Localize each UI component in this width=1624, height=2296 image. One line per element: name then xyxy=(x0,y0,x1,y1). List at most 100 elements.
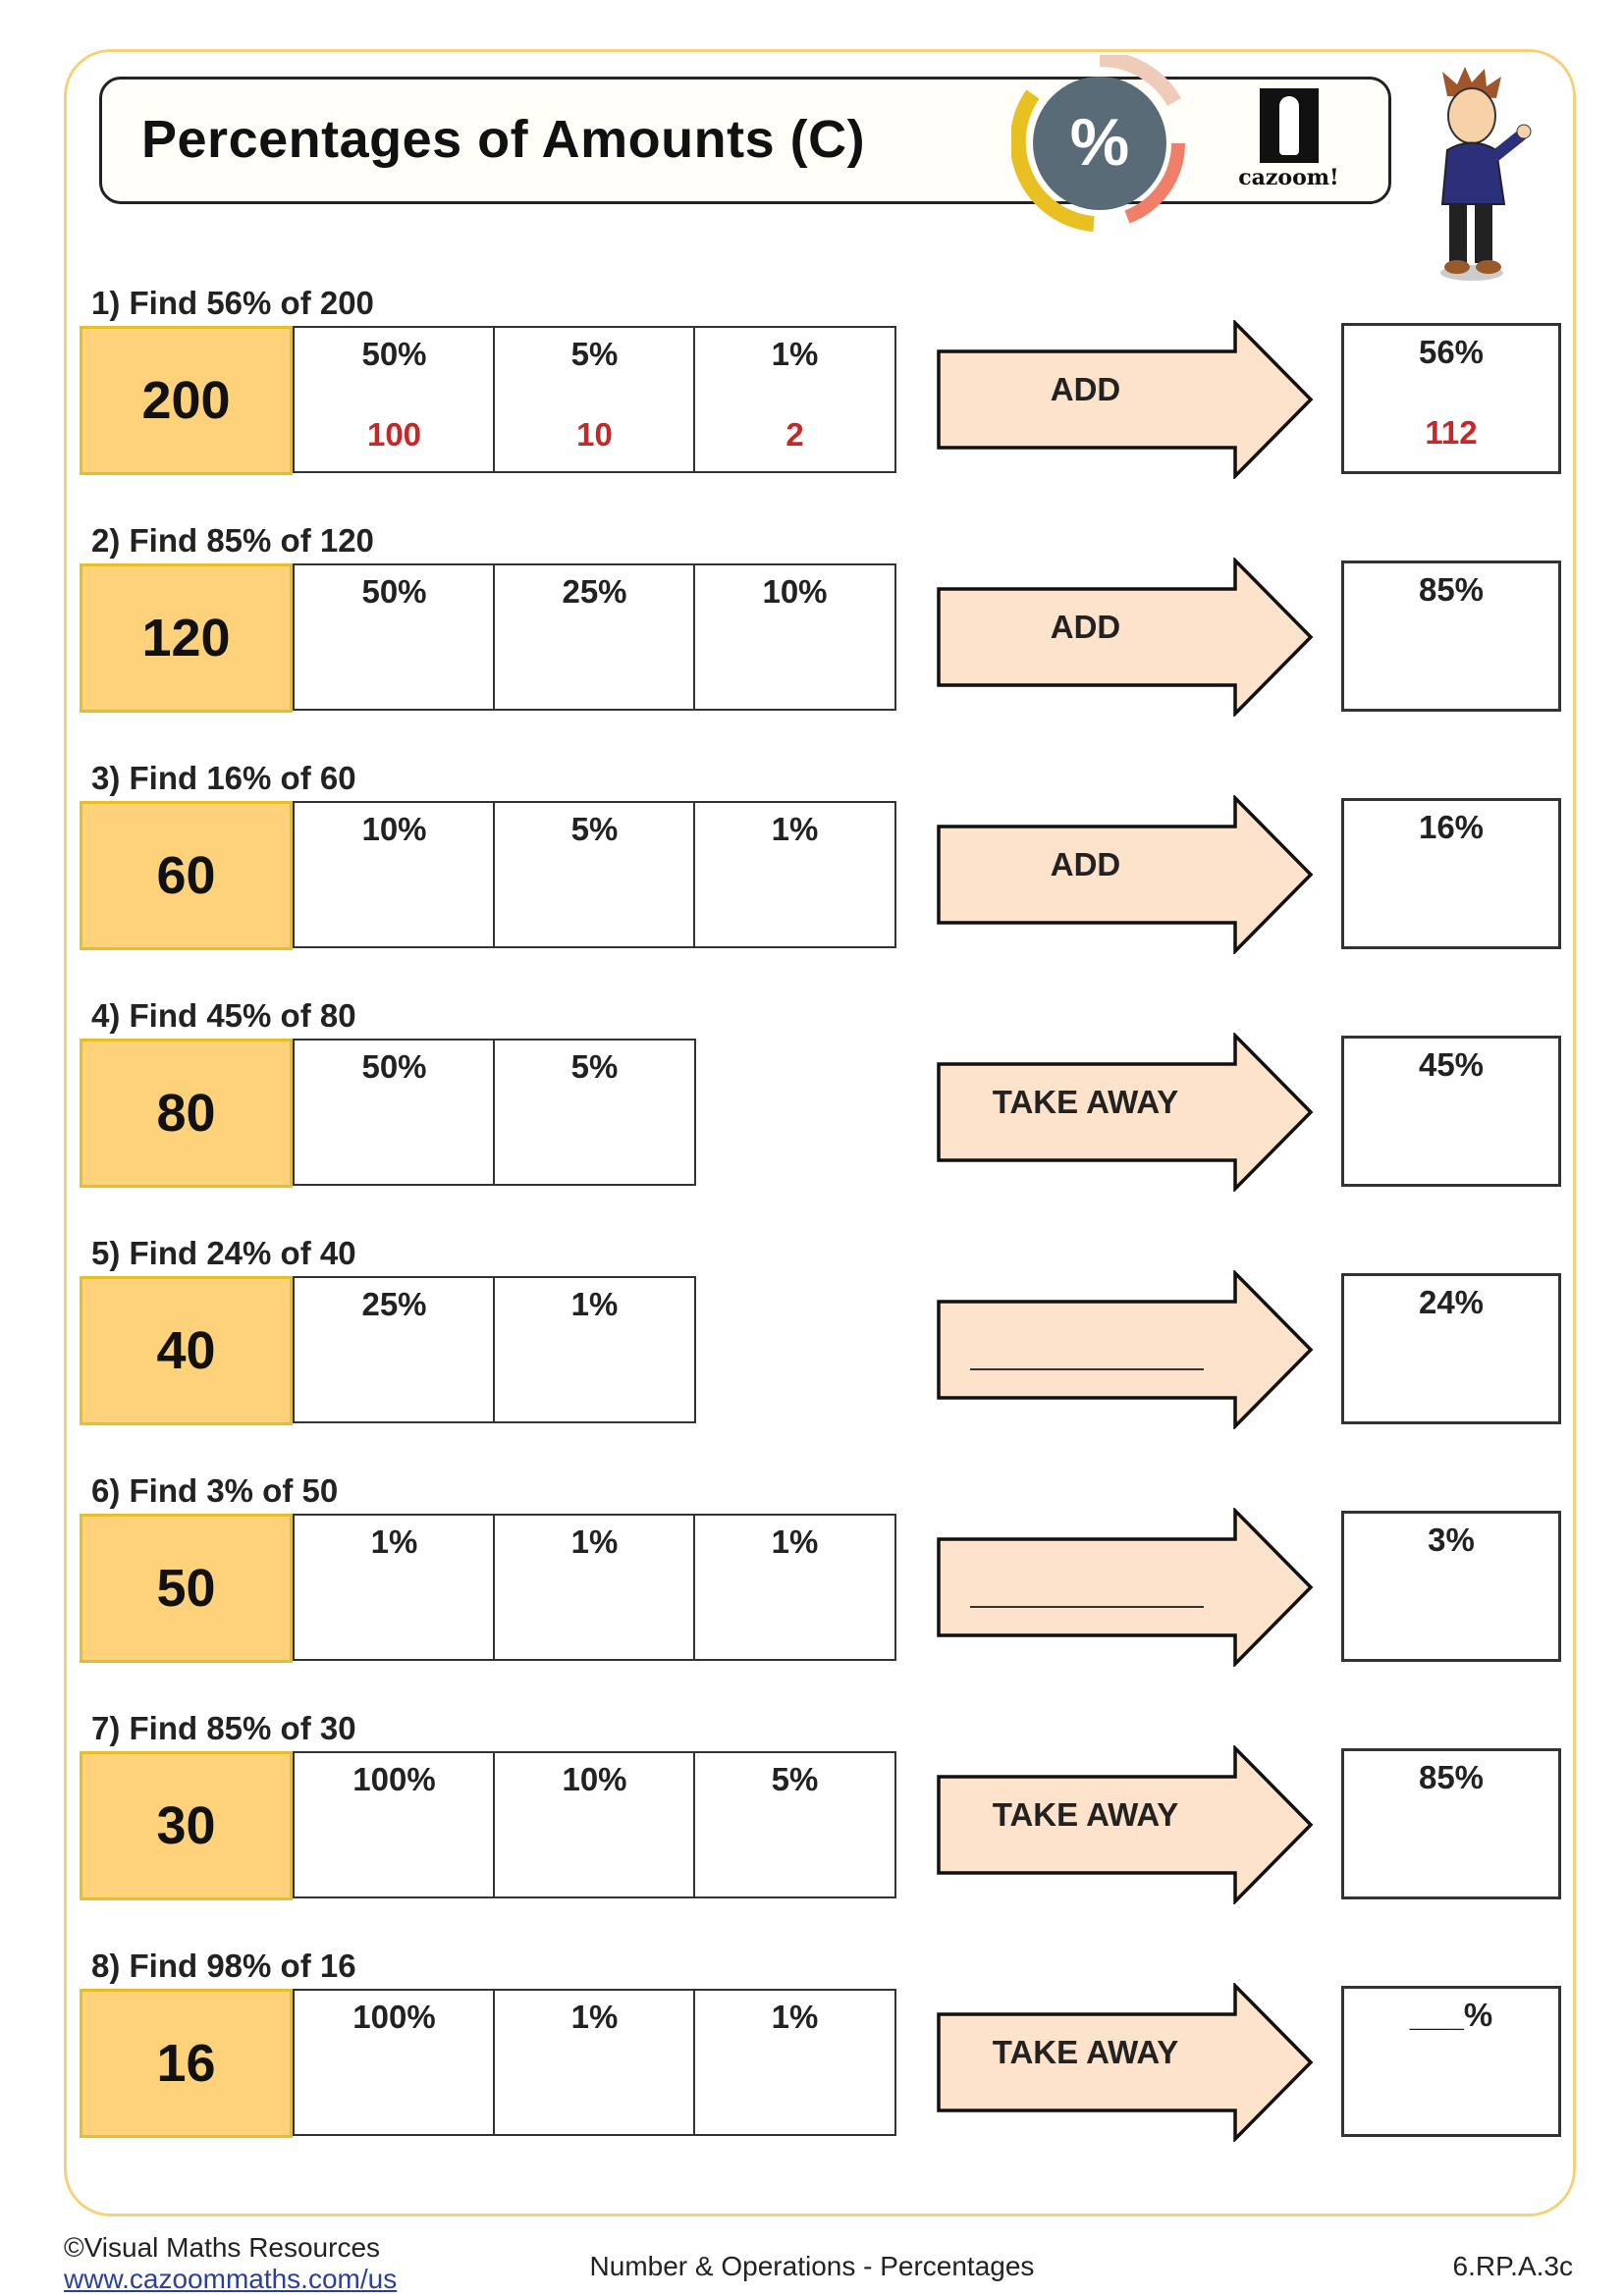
badge-symbol: % xyxy=(1070,105,1129,180)
answer-box[interactable]: 85% xyxy=(1341,1748,1561,1899)
percentage-cell[interactable]: 5% xyxy=(693,1751,896,1898)
amount-box: 200 xyxy=(80,326,293,475)
percentage-cell[interactable]: 1% 2 xyxy=(693,326,896,473)
answer-box[interactable]: 85% xyxy=(1341,561,1561,712)
question-label: 7) Find 85% of 30 xyxy=(91,1710,356,1746)
question-row: 2) Find 85% of 120 120 50% 25% 10% ADD 85% xyxy=(0,522,1624,721)
cell-percentage: 50% xyxy=(361,1048,427,1085)
answer-box[interactable]: ___% xyxy=(1341,1986,1561,2137)
percentage-cell[interactable]: 1% xyxy=(693,801,896,948)
arrow-right-icon xyxy=(937,795,1314,954)
percent-badge-icon: % xyxy=(1011,55,1186,232)
question-label: 1) Find 56% of 200 xyxy=(91,285,374,321)
page-title: Percentages of Amounts (C) xyxy=(141,110,866,169)
percentage-cell[interactable]: 100% xyxy=(293,1751,496,1898)
cell-percentage: 50% xyxy=(361,573,427,610)
answer-percentage: 16% xyxy=(1418,809,1485,845)
website-link[interactable]: www.cazoommaths.com/us xyxy=(64,2264,398,2294)
percentage-cell[interactable]: 1% xyxy=(493,1514,696,1661)
cell-percentage: 1% xyxy=(771,336,819,372)
percentage-cell[interactable]: 100% xyxy=(293,1989,496,2136)
percentage-cell[interactable]: 10% xyxy=(693,563,896,711)
percentage-cell[interactable]: 1% xyxy=(293,1514,496,1661)
cell-percentage: 100% xyxy=(352,1999,436,2035)
operation-arrow: ADD xyxy=(936,558,1315,717)
cartoon-boy-icon xyxy=(1440,67,1532,281)
answer-value: 112 xyxy=(1425,414,1478,451)
percentage-cell[interactable]: 5% 10 xyxy=(493,326,696,473)
operation-blank-line[interactable] xyxy=(970,1368,1204,1370)
operation-arrow: TAKE AWAY xyxy=(936,1983,1315,2142)
arrow-right-icon xyxy=(937,1745,1314,1904)
cell-percentage: 5% xyxy=(570,811,619,847)
percentage-cell[interactable]: 25% xyxy=(493,563,696,711)
arrow-right-icon xyxy=(937,1033,1314,1192)
answer-box[interactable]: 3% xyxy=(1341,1511,1561,1662)
answer-box[interactable]: 56% 112 xyxy=(1341,323,1561,474)
footer-left: ©Visual Maths Resources www.cazoommaths.… xyxy=(64,2232,397,2295)
cell-percentage: 100% xyxy=(352,1761,436,1797)
cell-value: 100 xyxy=(366,416,422,453)
percentage-cell[interactable]: 1% xyxy=(493,1276,696,1423)
percentage-cell[interactable]: 5% xyxy=(493,801,696,948)
answer-box[interactable]: 45% xyxy=(1341,1036,1561,1187)
answer-box[interactable]: 24% xyxy=(1341,1273,1561,1424)
cell-percentage: 1% xyxy=(771,1523,819,1560)
operation-arrow xyxy=(936,1508,1315,1667)
cell-percentage: 5% xyxy=(570,336,619,372)
answer-percentage: ___% xyxy=(1409,1997,1493,2033)
page-frame xyxy=(64,49,1576,2216)
operation-label: ADD xyxy=(1050,846,1121,882)
footer-standard: 6.RP.A.3c xyxy=(1452,2251,1573,2281)
cell-value: 10 xyxy=(576,416,613,453)
question-row: 6) Find 3% of 50 50 1% 1% 1% 3% xyxy=(0,1472,1624,1671)
operation-label: TAKE AWAY xyxy=(992,2034,1179,2070)
cell-percentage: 25% xyxy=(562,573,627,610)
question-label: 5) Find 24% of 40 xyxy=(91,1235,356,1271)
copyright-text: ©Visual Maths Resources xyxy=(64,2232,381,2263)
question-label: 3) Find 16% of 60 xyxy=(91,760,356,796)
operation-label: ADD xyxy=(1050,609,1121,645)
percentage-cell[interactable]: 5% xyxy=(493,1039,696,1186)
percentage-cell[interactable]: 10% xyxy=(493,1751,696,1898)
cell-percentage: 5% xyxy=(771,1761,819,1797)
question-row: 5) Find 24% of 40 40 25% 1% 24% xyxy=(0,1235,1624,1433)
percentage-cell[interactable]: 50% 100 xyxy=(293,326,496,473)
cell-percentage: 1% xyxy=(570,1286,619,1322)
operation-arrow: TAKE AWAY xyxy=(936,1033,1315,1192)
percentage-cell[interactable]: 50% xyxy=(293,1039,496,1186)
question-label: 8) Find 98% of 16 xyxy=(91,1948,356,1984)
question-label: 2) Find 85% of 120 xyxy=(91,522,374,559)
cell-percentage: 1% xyxy=(570,1523,619,1560)
percentage-cell[interactable]: 1% xyxy=(693,1514,896,1661)
operation-arrow: ADD xyxy=(936,795,1315,954)
cell-percentage: 50% xyxy=(361,336,427,372)
answer-percentage: 45% xyxy=(1418,1046,1485,1083)
operation-blank-line[interactable] xyxy=(970,1606,1204,1608)
answer-percentage: 56% xyxy=(1418,334,1485,370)
answer-percentage: 85% xyxy=(1418,1759,1485,1795)
cell-percentage: 1% xyxy=(771,1999,819,2035)
amount-box: 120 xyxy=(80,563,293,713)
percentage-cell[interactable]: 50% xyxy=(293,563,496,711)
percentage-cell[interactable]: 25% xyxy=(293,1276,496,1423)
amount-box: 30 xyxy=(80,1751,293,1900)
arrow-right-icon xyxy=(937,1270,1314,1429)
amount-box: 80 xyxy=(80,1039,293,1188)
question-row: 4) Find 45% of 80 80 50% 5% TAKE AWAY 45% xyxy=(0,997,1624,1196)
operation-label: TAKE AWAY xyxy=(992,1796,1179,1833)
percentage-cell[interactable]: 10% xyxy=(293,801,496,948)
question-row: 8) Find 98% of 16 16 100% 1% 1% TAKE AWAY ___% xyxy=(0,1948,1624,2146)
arrow-right-icon xyxy=(937,1508,1314,1667)
percentage-cell[interactable]: 1% xyxy=(493,1989,696,2136)
operation-arrow: TAKE AWAY xyxy=(936,1745,1315,1904)
answer-box[interactable]: 16% xyxy=(1341,798,1561,949)
arrow-right-icon xyxy=(937,1983,1314,2142)
question-label: 4) Find 45% of 80 xyxy=(91,997,356,1034)
answer-percentage: 85% xyxy=(1418,571,1485,608)
operation-label: ADD xyxy=(1050,371,1121,407)
percentage-cell[interactable]: 1% xyxy=(693,1989,896,2136)
cell-percentage: 5% xyxy=(570,1048,619,1085)
cazoom-logo: cazoom! xyxy=(1233,88,1344,192)
cell-percentage: 1% xyxy=(570,1999,619,2035)
